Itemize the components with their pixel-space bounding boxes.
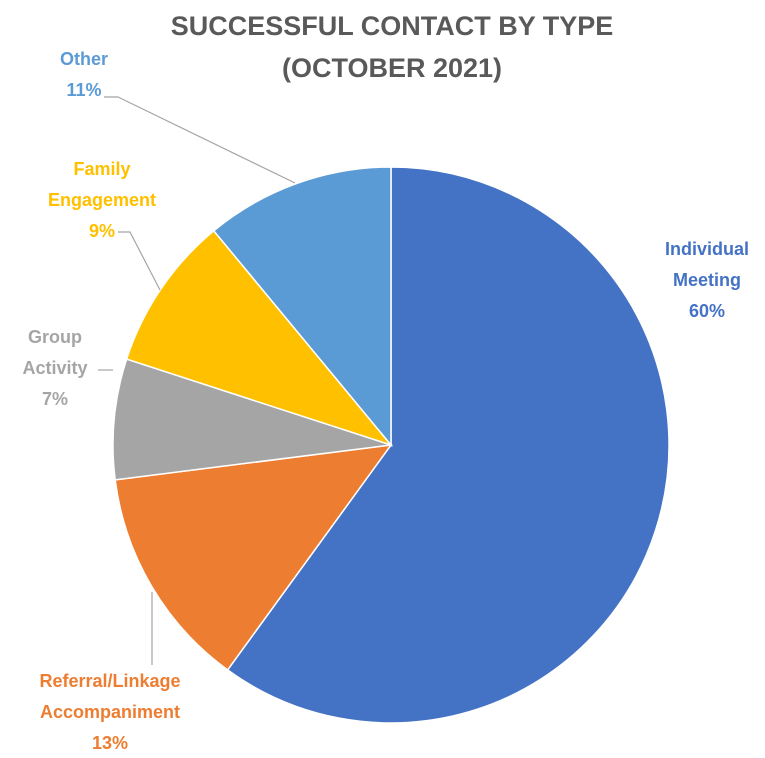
value-label: 60% xyxy=(689,301,725,321)
value-label: 13% xyxy=(92,733,128,753)
pie-slice xyxy=(226,166,670,724)
category-label: Other xyxy=(60,49,108,69)
value-label: 9% xyxy=(89,221,115,241)
pie-slice xyxy=(112,358,392,481)
leader-line xyxy=(104,96,296,184)
pie-slice xyxy=(125,229,394,447)
pie-slice xyxy=(114,444,393,671)
category-label: Referral/Linkage Accompaniment xyxy=(39,671,180,722)
category-label: Family Engagement xyxy=(48,159,156,210)
leader-line xyxy=(118,231,161,291)
category-label: Individual Meeting xyxy=(665,239,749,290)
chart-title: SUCCESSFUL CONTACT BY TYPE (OCTOBER 2021) xyxy=(171,11,614,83)
pie-slice xyxy=(212,166,392,448)
value-label: 11% xyxy=(66,80,101,100)
category-label: Group Activity xyxy=(22,327,87,378)
value-label: 7% xyxy=(42,389,68,409)
